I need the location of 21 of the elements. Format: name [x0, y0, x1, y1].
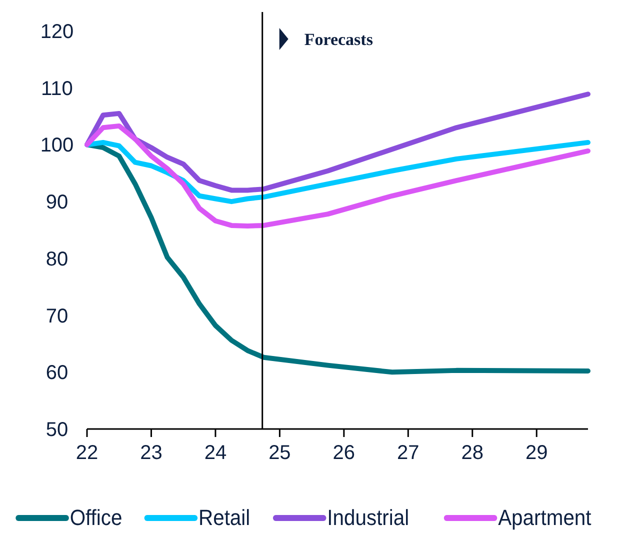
x-tick-label: 27 [397, 442, 420, 464]
x-tick-label: 23 [140, 442, 162, 464]
y-tick-label: 120 [40, 21, 74, 43]
y-tick-label: 50 [46, 419, 68, 441]
legend-label: Retail [198, 506, 250, 530]
y-tick-label: 100 [40, 134, 74, 157]
y-tick-label: 60 [46, 362, 68, 384]
y-tick-label: 110 [41, 78, 73, 100]
y-tick-label: 90 [46, 192, 68, 214]
x-tick-label: 26 [332, 442, 356, 464]
legend-label: Office [70, 506, 122, 530]
x-tick-label: 25 [268, 442, 291, 464]
x-tick-label: 29 [525, 442, 548, 464]
legend-label: Apartment [498, 506, 592, 530]
ref-line-label: Forecasts [304, 30, 374, 49]
x-tick-label: 22 [76, 442, 98, 464]
x-tick-label: 28 [461, 442, 484, 464]
x-tick-label: 24 [204, 442, 227, 464]
y-tick-label: 70 [46, 305, 68, 328]
legend-label: Industrial [327, 506, 410, 530]
y-tick-label: 80 [46, 248, 68, 270]
